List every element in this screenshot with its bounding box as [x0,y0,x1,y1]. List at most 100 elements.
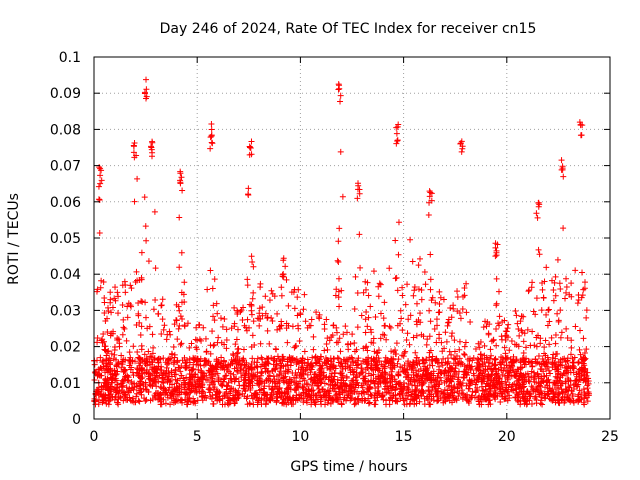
data-point [109,304,116,311]
data-point [270,389,277,396]
data-point-peak [97,172,104,179]
data-point [231,304,238,311]
data-point [169,351,176,358]
data-point [372,314,379,321]
data-point [287,362,294,369]
data-point [331,370,338,377]
data-point [345,356,352,363]
data-point [352,381,359,388]
data-point [469,357,476,364]
data-point [249,332,256,339]
data-point [300,399,307,406]
data-point [423,341,430,348]
data-point [483,323,490,330]
data-point [171,321,178,328]
data-point [133,390,140,397]
data-point [121,325,128,332]
data-point [370,268,377,275]
data-point [321,392,328,399]
data-point [354,324,361,331]
data-point [546,379,553,386]
data-point [436,331,443,338]
data-point [371,401,378,408]
data-point [141,369,148,376]
data-point [422,281,429,288]
data-point [435,309,442,316]
data-point [510,357,517,364]
data-point [429,362,436,369]
data-point [172,367,179,374]
data-point [563,275,570,282]
data-point [453,395,460,402]
data-point [143,355,150,362]
data-point [581,279,588,286]
data-point [312,359,319,366]
data-point [387,324,394,331]
data-point [578,294,585,301]
data-point [388,348,395,355]
data-point [363,356,370,363]
data-point [301,381,308,388]
data-point [304,371,311,378]
data-point [101,309,108,316]
data-point [268,287,275,294]
data-point [478,376,485,383]
data-point [297,310,304,317]
data-point [552,340,559,347]
data-point [386,396,393,403]
data-point [499,319,506,326]
data-point [254,355,261,362]
data-point [568,280,575,287]
data-point [239,316,246,323]
data-point [280,395,287,402]
data-point [188,340,195,347]
data-point [277,365,284,372]
data-point [150,378,157,385]
data-point [164,331,171,338]
y-tick-labels: 0 0.01 0.02 0.03 0.04 0.05 0.06 0.07 0.08 0.09 0.1 [50,50,81,428]
data-point [210,342,217,349]
data-point [191,356,198,363]
data-point [283,325,290,332]
data-point [183,374,190,381]
data-point [177,313,184,320]
x-axis-label: GPS time / hours [290,459,407,475]
data-point [413,318,420,325]
data-point [566,291,573,298]
data-point [501,358,508,365]
data-point [342,380,349,387]
data-point [400,353,407,360]
data-point [377,335,384,342]
data-point [114,381,121,388]
data-point [280,355,287,362]
data-point [334,354,341,361]
data-point [203,357,210,364]
data-point [379,393,386,400]
data-point [407,377,414,384]
data-point [275,376,282,383]
data-point [132,278,139,285]
data-point [454,385,461,392]
data-point [425,211,432,218]
data-point [108,309,115,316]
data-point [135,310,142,317]
data-point [258,386,265,393]
data-point-peak [208,120,215,127]
data-point [305,386,312,393]
data-point [555,378,562,385]
data-point [150,344,157,351]
data-point [498,367,505,374]
data-point [557,307,564,314]
data-point [564,358,571,365]
data-point [360,345,367,352]
data-point [334,396,341,403]
data-point [377,310,384,317]
data-point [583,346,590,353]
data-point [128,285,135,292]
data-point [367,326,374,333]
data-point [376,280,383,287]
data-point [580,357,587,364]
data-point [209,392,216,399]
data-point [481,342,488,349]
data-point [400,397,407,404]
